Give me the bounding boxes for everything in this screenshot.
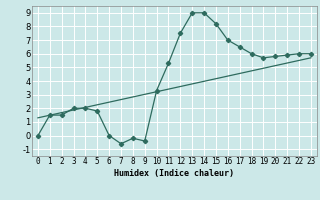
X-axis label: Humidex (Indice chaleur): Humidex (Indice chaleur)	[115, 169, 234, 178]
